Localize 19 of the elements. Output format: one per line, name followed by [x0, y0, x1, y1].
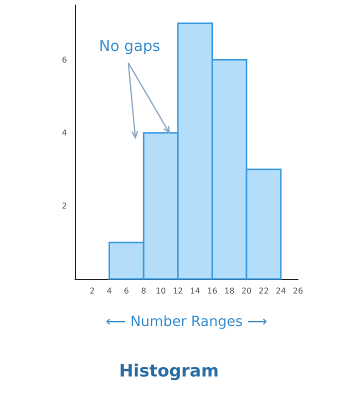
x-tick-label: 18 [224, 286, 234, 296]
x-axis-title: ⟵ Number Ranges ⟶ [106, 314, 268, 330]
text: Histogram [119, 362, 219, 382]
x-tick-label: 12 [172, 286, 184, 296]
x-tick-label: 10 [156, 286, 166, 296]
x-tick-label: 20 [241, 286, 252, 296]
y-tick-label: 4 [62, 128, 67, 138]
x-tick-label: 2 [90, 286, 95, 296]
annotation: No gaps [99, 37, 160, 55]
x-tick-label: 6 [124, 286, 130, 296]
x-tick-label: 4 [106, 286, 112, 296]
x-tick-label: 24 [276, 286, 286, 296]
y-tick-label: 6 [62, 55, 67, 64]
x-tick-label: 8 [141, 286, 146, 296]
x-tick-label: 22 [258, 286, 269, 296]
x-tick-label: 16 [207, 286, 218, 296]
x-tick-label: 14 [190, 286, 200, 296]
y-tick-label: 2 [62, 201, 67, 210]
x-tick-label: 26 [292, 286, 304, 296]
